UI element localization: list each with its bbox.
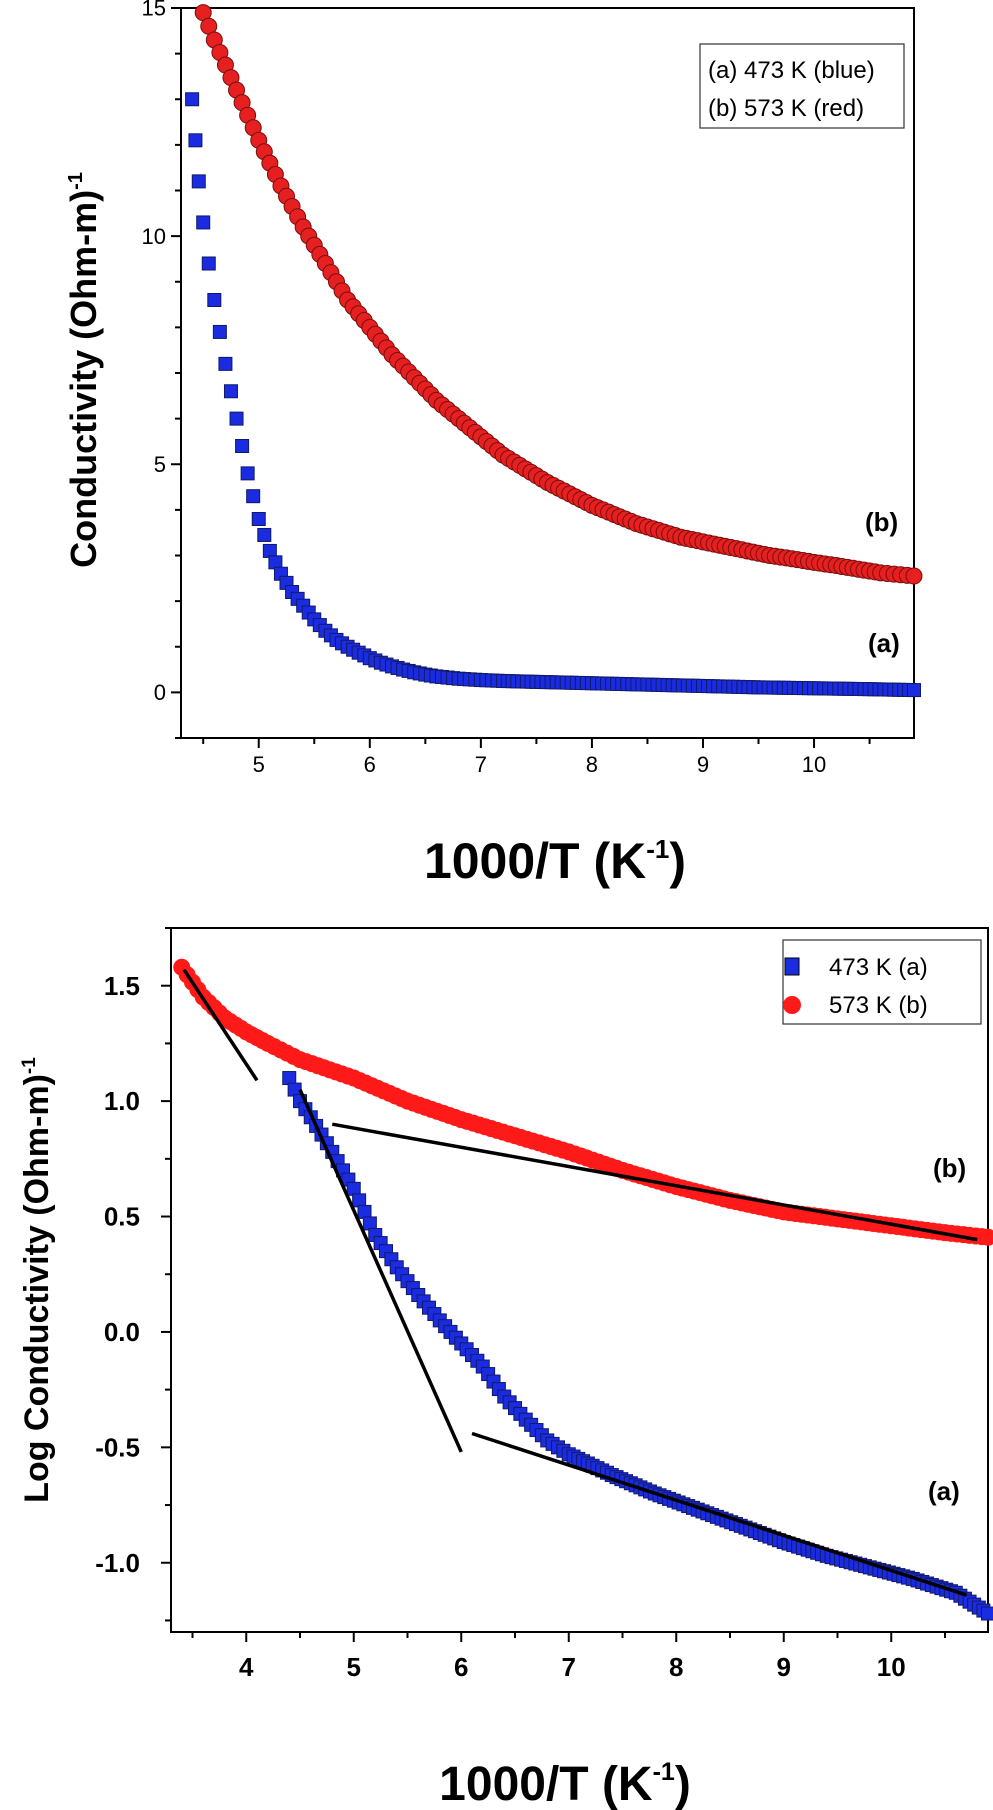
chart-2-xlabel: 1000/T (K-1) bbox=[439, 1758, 691, 1810]
chart-1-point-b bbox=[905, 567, 923, 585]
chart-2-legend-marker-b bbox=[783, 996, 801, 1014]
chart-2-legend-a: 473 K (a) bbox=[829, 954, 928, 981]
chart-2-fit-line bbox=[471, 1431, 968, 1597]
chart-1-legend-a: (a) 473 K (blue) bbox=[708, 57, 875, 84]
chart-2-curve-label-a: (a) bbox=[928, 1476, 960, 1506]
chart-1-y-tick-label: 5 bbox=[154, 452, 166, 477]
chart-1: 5 6 7 8 9 10 0 5 10 15 (a) 473 K (blue) (b) 573 K… bbox=[63, 0, 923, 889]
chart-2-y-tick-label: -1.0 bbox=[95, 1548, 140, 1578]
chart-1-xlabel: 1000/T (K-1) bbox=[424, 833, 686, 889]
chart-1-y-tick-label: 0 bbox=[154, 680, 166, 705]
chart-1-y-tick-label: 10 bbox=[142, 224, 166, 249]
chart-2-y-tick-label: 1.5 bbox=[104, 971, 140, 1001]
chart-2-fit-line bbox=[298, 1088, 463, 1453]
chart-1-point-a bbox=[240, 466, 255, 481]
chart-1-point-a bbox=[185, 92, 200, 107]
chart-1-x-tick-label: 5 bbox=[253, 752, 265, 777]
chart-1-point-a bbox=[191, 174, 206, 189]
chart-2-y-tick-label: 0.5 bbox=[104, 1202, 140, 1232]
chart-1-x-tick-label: 6 bbox=[364, 752, 376, 777]
chart-1-point-a bbox=[907, 683, 921, 698]
chart-2-x-tick-label: 7 bbox=[562, 1652, 576, 1682]
chart-2-point-a bbox=[981, 1606, 993, 1621]
chart-1-point-a bbox=[212, 324, 227, 339]
chart-1-point-a bbox=[218, 356, 233, 371]
chart-1-x-tick-label: 8 bbox=[586, 752, 598, 777]
chart-2-x-tick-label: 8 bbox=[669, 1652, 683, 1682]
chart-1-x-tick-label: 7 bbox=[475, 752, 487, 777]
chart-2-fit-lines bbox=[182, 968, 978, 1597]
chart-2-fit-line bbox=[182, 968, 259, 1082]
chart-2-x-tick-label: 4 bbox=[239, 1652, 254, 1682]
chart-1-point-a bbox=[257, 527, 272, 542]
chart-1-x-tick-label: 10 bbox=[802, 752, 826, 777]
chart-2-curve-label-b: (b) bbox=[933, 1153, 966, 1183]
chart-2-ylabel: Log Conductivity (Ohm-m)-1 bbox=[18, 1057, 56, 1503]
chart-1-legend-b: (b) 573 K (red) bbox=[708, 95, 864, 122]
chart-2-x-tick-label: 5 bbox=[347, 1652, 361, 1682]
chart-1-point-a bbox=[229, 411, 244, 426]
chart-2-x-tick-label: 9 bbox=[777, 1652, 791, 1682]
chart-2-legend-b: 573 K (b) bbox=[829, 992, 928, 1019]
chart-2-x-tick-label: 10 bbox=[877, 1652, 906, 1682]
chart-2-y-tick-label: 1.0 bbox=[104, 1086, 140, 1116]
chart-1-series-b bbox=[194, 4, 923, 585]
chart-1-point-a bbox=[235, 439, 250, 453]
chart-1-ylabel: Conductivity (Ohm-m)-1 bbox=[63, 172, 104, 568]
chart-1-point-a bbox=[246, 489, 261, 504]
chart-1-ticks: 5 6 7 8 9 10 0 5 10 15 bbox=[142, 0, 871, 777]
chart-2-legend-box bbox=[782, 939, 982, 1025]
chart-1-point-a bbox=[188, 133, 203, 148]
chart-2-y-tick-label: 0.0 bbox=[104, 1317, 140, 1347]
chart-1-curve-label-b: (b) bbox=[865, 507, 898, 537]
chart-1-series-a bbox=[185, 92, 921, 698]
chart-1-curve-label-a: (a) bbox=[868, 628, 900, 658]
chart-2-x-tick-label: 6 bbox=[454, 1652, 468, 1682]
chart-1-x-tick-label: 9 bbox=[697, 752, 709, 777]
chart-2-fit-line bbox=[331, 1122, 978, 1242]
chart-2-legend-marker-a bbox=[784, 957, 800, 976]
chart-1-point-a bbox=[196, 215, 211, 230]
chart-1-point-a bbox=[251, 512, 266, 526]
chart-2: 4 5 6 7 8 9 10 -1.0 -0.5 0.0 0.5 1.0 1.5 473 K (a) 5… bbox=[18, 927, 993, 1810]
chart-2-point-b bbox=[979, 1228, 993, 1246]
chart-1-point-a bbox=[201, 256, 216, 271]
chart-1-y-tick-label: 15 bbox=[142, 0, 166, 21]
chart-2-plot-frame bbox=[170, 927, 989, 1633]
chart-2-series-a bbox=[282, 1071, 993, 1621]
chart-1-point-a bbox=[223, 384, 238, 399]
chart-1-point-a bbox=[207, 293, 222, 307]
chart-2-y-tick-label: -0.5 bbox=[95, 1432, 140, 1462]
chart-1-legend-box bbox=[699, 43, 905, 129]
chart-2-ticks: 4 5 6 7 8 9 10 -1.0 -0.5 0.0 0.5 1.0 1.5 bbox=[95, 927, 946, 1682]
